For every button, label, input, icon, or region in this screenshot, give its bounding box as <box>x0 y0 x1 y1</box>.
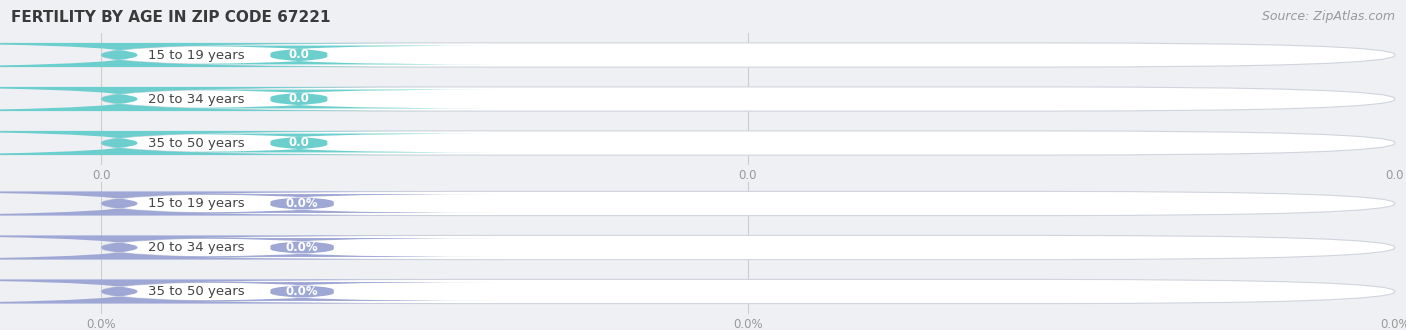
Text: 0.0: 0.0 <box>288 49 309 61</box>
FancyBboxPatch shape <box>101 282 503 301</box>
FancyBboxPatch shape <box>101 43 1395 67</box>
Text: 0.0%: 0.0% <box>285 241 318 254</box>
FancyBboxPatch shape <box>94 89 503 109</box>
FancyBboxPatch shape <box>0 280 450 304</box>
FancyBboxPatch shape <box>101 191 1395 215</box>
Text: 15 to 19 years: 15 to 19 years <box>148 197 245 210</box>
FancyBboxPatch shape <box>94 134 503 152</box>
Text: 15 to 19 years: 15 to 19 years <box>148 49 245 61</box>
FancyBboxPatch shape <box>0 43 450 67</box>
Text: 35 to 50 years: 35 to 50 years <box>148 137 245 149</box>
Text: FERTILITY BY AGE IN ZIP CODE 67221: FERTILITY BY AGE IN ZIP CODE 67221 <box>11 10 330 25</box>
Text: 0.0%: 0.0% <box>285 285 318 298</box>
Text: 0.0: 0.0 <box>288 92 309 106</box>
FancyBboxPatch shape <box>101 87 1395 111</box>
FancyBboxPatch shape <box>94 46 503 64</box>
FancyBboxPatch shape <box>101 194 503 213</box>
FancyBboxPatch shape <box>0 191 450 215</box>
Text: 35 to 50 years: 35 to 50 years <box>148 285 245 298</box>
FancyBboxPatch shape <box>0 87 450 111</box>
FancyBboxPatch shape <box>101 280 1395 304</box>
FancyBboxPatch shape <box>101 131 1395 155</box>
Text: Source: ZipAtlas.com: Source: ZipAtlas.com <box>1261 10 1395 23</box>
Text: 20 to 34 years: 20 to 34 years <box>148 241 245 254</box>
FancyBboxPatch shape <box>0 131 450 155</box>
FancyBboxPatch shape <box>0 235 450 260</box>
Text: 20 to 34 years: 20 to 34 years <box>148 92 245 106</box>
FancyBboxPatch shape <box>101 238 503 257</box>
Text: 0.0: 0.0 <box>288 137 309 149</box>
FancyBboxPatch shape <box>101 235 1395 260</box>
Text: 0.0%: 0.0% <box>285 197 318 210</box>
